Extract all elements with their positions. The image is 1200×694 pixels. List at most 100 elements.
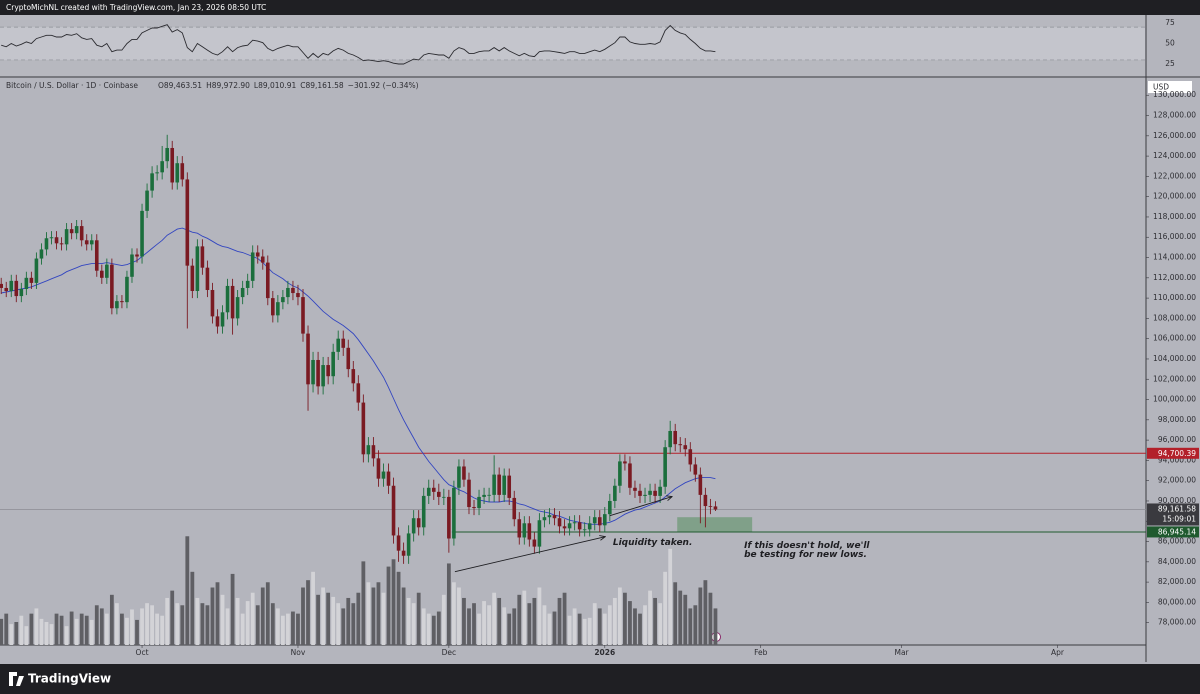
candle-body xyxy=(14,280,19,297)
candle-body xyxy=(467,479,471,508)
candle-body xyxy=(658,486,662,496)
volume-bar xyxy=(371,587,376,645)
x-tick-label: Nov xyxy=(291,648,306,657)
volume-bar xyxy=(507,613,512,645)
volume-bar xyxy=(592,603,597,645)
candle-body xyxy=(59,243,64,245)
candle-body xyxy=(356,383,361,403)
candle-body xyxy=(291,287,295,294)
volume-bar xyxy=(668,548,673,645)
candle-body xyxy=(431,487,436,492)
candle-body xyxy=(145,190,149,211)
candle-body xyxy=(155,172,159,174)
volume-bar xyxy=(24,626,29,645)
candle-body xyxy=(200,246,205,268)
volume-bar xyxy=(633,608,637,645)
y-tick-label: 106,000.00 xyxy=(1153,334,1196,343)
volume-bar xyxy=(361,561,366,645)
volume-bar xyxy=(240,613,245,645)
y-tick-label: 90,000.00 xyxy=(1158,496,1196,505)
y-tick-label: 80,000.00 xyxy=(1158,597,1196,606)
volume-bar xyxy=(517,594,522,645)
volume-bar xyxy=(120,613,124,645)
volume-bar xyxy=(376,582,381,645)
volume-bar xyxy=(331,596,336,645)
candle-body xyxy=(497,474,501,495)
candle-body xyxy=(522,523,527,538)
header-bar xyxy=(0,0,1200,15)
rsi-tick-label: 75 xyxy=(1165,18,1175,27)
volume-bar xyxy=(502,607,507,645)
legend-symbol: Bitcoin / U.S. Dollar · 1D · Coinbase xyxy=(6,81,138,90)
y-tick-label: 108,000.00 xyxy=(1153,313,1196,322)
rsi-band xyxy=(0,27,1145,60)
volume-bar xyxy=(14,622,19,645)
candle-body xyxy=(105,264,109,278)
candle-body xyxy=(110,264,114,309)
volume-bar xyxy=(477,613,481,645)
volume-bar xyxy=(109,594,114,645)
rsi-tick-label: 50 xyxy=(1165,39,1175,48)
candle-body xyxy=(180,163,185,180)
candle-body xyxy=(567,523,572,529)
volume-bar xyxy=(215,582,220,645)
volume-bar xyxy=(628,601,632,645)
rsi-tick-label: 25 xyxy=(1165,59,1175,68)
y-tick-label: 92,000.00 xyxy=(1158,476,1196,485)
volume-bar xyxy=(638,613,642,645)
volume-bar xyxy=(316,594,320,645)
candle-body xyxy=(452,487,456,539)
volume-bar xyxy=(391,559,396,645)
candle-body xyxy=(54,237,59,244)
candle-body xyxy=(386,471,391,486)
x-tick-label: Feb xyxy=(754,648,768,657)
volume-bar xyxy=(190,571,195,645)
last-price-box xyxy=(1147,503,1199,526)
arrow xyxy=(454,537,605,573)
currency-box xyxy=(1148,81,1192,93)
candle-body xyxy=(351,369,356,384)
candle-body xyxy=(703,494,708,507)
y-tick-label: 120,000.00 xyxy=(1153,192,1196,201)
candle-body xyxy=(29,277,34,283)
candle-body xyxy=(19,288,24,297)
volume-bar xyxy=(59,615,64,645)
volume-bar xyxy=(34,608,39,645)
candle-body xyxy=(618,461,622,486)
volume-bar xyxy=(260,587,265,645)
volume-bar xyxy=(29,613,34,645)
volume-bar xyxy=(673,582,678,645)
candle-body xyxy=(527,523,532,540)
volume-bar xyxy=(79,613,84,645)
volume-bar xyxy=(235,597,240,645)
volume-bar xyxy=(205,605,210,645)
candle-body xyxy=(321,365,325,387)
candle-body xyxy=(587,523,592,530)
volume-bar xyxy=(411,603,416,645)
candle-body xyxy=(678,444,683,446)
candle-body xyxy=(457,466,461,488)
volume-bar xyxy=(44,622,49,645)
y-tick-label: 118,000.00 xyxy=(1153,212,1196,221)
candle-body xyxy=(633,487,637,491)
brand-logo xyxy=(9,672,24,686)
candle-body xyxy=(220,312,225,327)
candle-body xyxy=(502,475,506,495)
candle-body xyxy=(487,494,491,496)
volume-bar xyxy=(326,592,331,645)
volume-bar xyxy=(230,573,235,645)
candle-body xyxy=(366,445,371,455)
y-tick-label: 96,000.00 xyxy=(1158,435,1196,444)
volume-bar xyxy=(467,608,471,645)
volume-bar xyxy=(542,605,547,645)
candle-body xyxy=(336,338,341,352)
legend-value: L89,010.91 xyxy=(254,81,297,90)
volume-bar xyxy=(587,617,592,645)
volume-bar xyxy=(74,618,79,645)
candle-body xyxy=(260,256,265,263)
volume-bar xyxy=(537,587,542,645)
legend-value: H89,972.90 xyxy=(206,81,250,90)
candle-body xyxy=(628,463,632,488)
y-tick-label: 104,000.00 xyxy=(1153,354,1196,363)
candle-body xyxy=(512,497,517,520)
